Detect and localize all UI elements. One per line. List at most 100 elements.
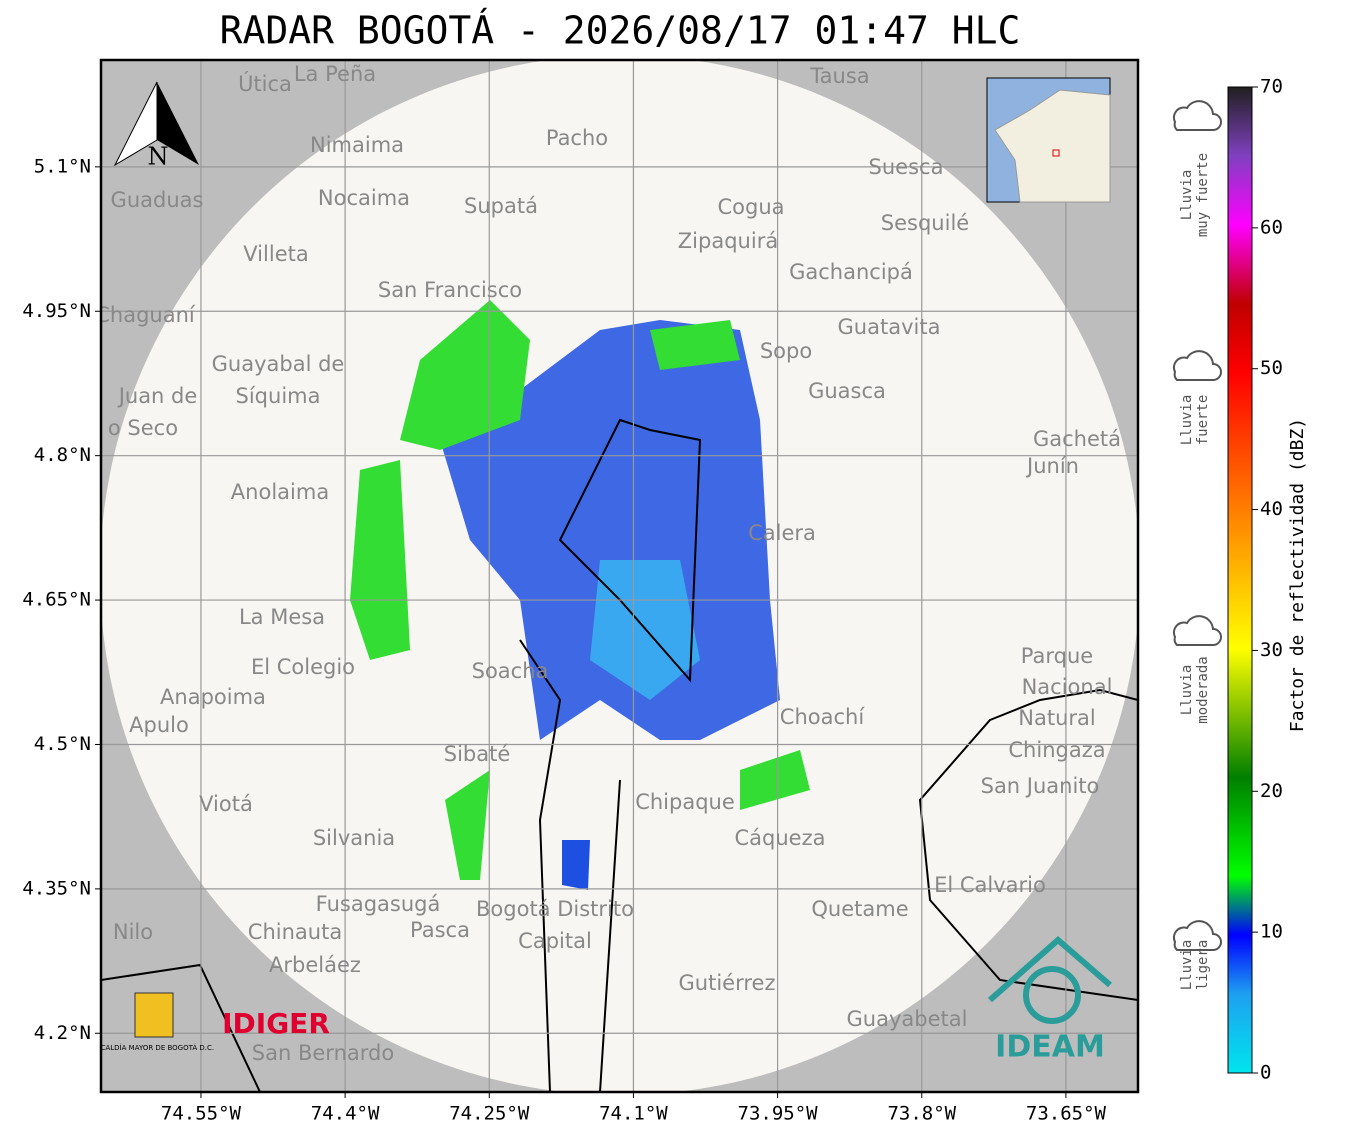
place-label: Capital [518, 929, 592, 953]
y-tick-label: 4.2°N [34, 1022, 91, 1044]
place-label: El Calvario [934, 873, 1046, 897]
colorbar-tick-label: 70 [1260, 76, 1283, 98]
place-label: Gachetá [1033, 427, 1121, 451]
rain-level-label: ligera [1195, 940, 1211, 991]
y-tick-label: 4.65°N [22, 589, 91, 611]
rain-icon [1172, 920, 1222, 951]
north-arrow: N [148, 143, 169, 171]
place-label: Síquima [236, 384, 321, 408]
place-label: Chaguaní [95, 303, 196, 327]
place-label: Soacha [472, 659, 549, 683]
place-label: Sesquilé [881, 211, 969, 235]
place-label: Natural [1018, 706, 1095, 730]
x-tick-label: 74.1°W [599, 1103, 668, 1125]
place-label: Zipaquirá [678, 229, 778, 253]
place-label: La Peña [294, 62, 376, 86]
place-label: Villeta [243, 242, 308, 266]
place-label: Arbeláez [269, 953, 361, 977]
title: RADAR BOGOTÁ - 2026/08/17 01:47 HLC [220, 9, 1021, 53]
place-label: Silvania [313, 826, 395, 850]
colorbar [1227, 86, 1253, 1074]
x-tick-label: 73.65°W [1026, 1103, 1107, 1125]
place-label: Guatavita [838, 315, 941, 339]
place-label: Nocaima [318, 186, 410, 210]
place-label: Pasca [410, 918, 470, 942]
place-label: Parque [1021, 644, 1093, 668]
place-label: Cogua [717, 195, 784, 219]
y-tick-label: 4.95°N [22, 300, 91, 322]
x-tick-label: 73.8°W [887, 1103, 956, 1125]
rain-level-label: moderada [1195, 656, 1211, 723]
place-label: Nacional [1022, 675, 1113, 699]
place-label: San Juanito [981, 774, 1100, 798]
place-label: Tausa [809, 64, 869, 88]
place-label: Chinauta [248, 920, 342, 944]
place-label: Fusagasugá [316, 892, 441, 916]
colorbar-tick-label: 0 [1260, 1062, 1271, 1084]
alcaldia-logo: ALCALDÍA MAYOR DE BOGOTÁ D.C. [92, 1043, 214, 1052]
place-label: Juan de [117, 384, 198, 408]
idiger-logo: IDIGER [222, 1007, 330, 1040]
place-label: Sibaté [444, 742, 511, 766]
place-label: Calera [748, 521, 816, 545]
x-tick-label: 74.55°W [161, 1103, 242, 1125]
place-label: Bogotá Distrito [476, 897, 634, 921]
colorbar-label: Factor de reflectividad (dBZ) [1287, 418, 1308, 732]
place-label: Pacho [546, 126, 608, 150]
place-label: Guayabetal [847, 1007, 968, 1031]
place-label: Viotá [199, 792, 253, 816]
y-tick-label: 4.35°N [22, 877, 91, 899]
place-label: Guasca [808, 379, 886, 403]
place-label: Apulo [129, 713, 189, 737]
place-label: Guayabal de [212, 352, 345, 376]
place-label: Sopo [760, 339, 812, 363]
place-label: Gutiérrez [679, 971, 776, 995]
rain-level-label: Lluvia [1179, 940, 1195, 991]
place-label: Cáqueza [735, 826, 826, 850]
y-tick-label: 4.5°N [34, 733, 91, 755]
colorbar-tick-label: 30 [1260, 639, 1283, 661]
colorbar-tick-label: 40 [1260, 498, 1283, 520]
place-label: La Mesa [239, 605, 325, 629]
x-tick-label: 74.4°W [311, 1103, 380, 1125]
y-tick-label: 5.1°N [34, 155, 91, 177]
place-label: Chipaque [635, 790, 735, 814]
rain-level: Lluvia ligera [1179, 940, 1211, 991]
place-label: Gachancipá [789, 260, 913, 284]
place-label: Junín [1025, 454, 1079, 478]
x-tick-label: 74.25°W [449, 1103, 530, 1125]
place-label: Quetame [811, 897, 908, 921]
place-label: Anapoima [160, 685, 266, 709]
rain-level-label: muy fuerte [1195, 153, 1211, 237]
rain-icon [1172, 100, 1222, 131]
rain-level: Lluvia fuerte [1179, 395, 1211, 446]
place-label: El Colegio [251, 655, 355, 679]
rain-level-label: Lluvia [1179, 665, 1195, 716]
rain-level: Lluvia muy fuerte [1179, 153, 1211, 237]
place-label: Suesca [869, 155, 944, 179]
ideam-logo: IDEAM [995, 1030, 1105, 1065]
map: Útica La Peña Tausa Pacho Nimaima Suesca Guadu… [92, 60, 1138, 1092]
place-label: San Francisco [378, 278, 522, 302]
rain-level: Lluvia moderada [1179, 656, 1211, 723]
place-label: San Bernardo [252, 1041, 394, 1065]
place-label: Choachí [780, 705, 866, 729]
colorbar-tick-label: 60 [1260, 216, 1283, 238]
place-label: Útica [238, 71, 292, 96]
place-label: Anolaima [231, 480, 329, 504]
rain-icon [1172, 350, 1222, 381]
place-label: Nimaima [310, 133, 404, 157]
place-label: Chingaza [1008, 738, 1105, 762]
rain-icon [1172, 615, 1222, 646]
y-tick-label: 4.8°N [34, 444, 91, 466]
place-label: Nilo [113, 920, 153, 944]
colorbar-tick-label: 50 [1260, 357, 1283, 379]
rain-level-label: Lluvia [1179, 395, 1195, 446]
place-label: Supatá [464, 194, 538, 218]
place-label: o Seco [108, 416, 178, 440]
rain-level-label: Lluvia [1179, 170, 1195, 221]
colorbar-tick-label: 20 [1260, 780, 1283, 802]
colorbar-tick-label: 10 [1260, 921, 1283, 943]
